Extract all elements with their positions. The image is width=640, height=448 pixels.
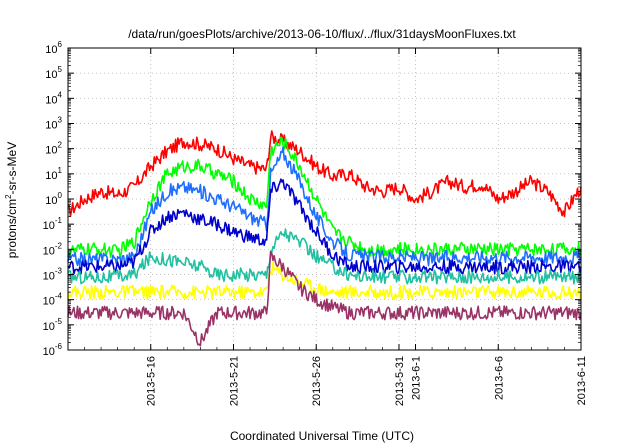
y-tick-label: 104 bbox=[45, 90, 62, 106]
y-tick-label: 10-2 bbox=[43, 241, 63, 257]
y-tick-label: 105 bbox=[45, 65, 62, 81]
x-tick-label: 2013-6-11 bbox=[576, 356, 588, 405]
x-tick-label: 2013-5-26 bbox=[311, 356, 323, 406]
x-tick-label: 2013-5-16 bbox=[146, 356, 158, 406]
series-line-6 bbox=[67, 251, 582, 347]
x-tick-label: 2013-6-6 bbox=[493, 356, 505, 400]
series-line-3 bbox=[67, 178, 582, 275]
series-line-0 bbox=[67, 130, 582, 218]
y-axis-label: protons/cm2-sr-s-MeV bbox=[4, 142, 19, 258]
y-axis-label-post: -sr-s-MeV bbox=[5, 142, 19, 195]
series-line-1 bbox=[67, 136, 582, 258]
y-tick-label: 100 bbox=[45, 191, 62, 207]
x-tick-label: 2013-5-21 bbox=[228, 356, 240, 406]
y-tick-label: 10-4 bbox=[43, 292, 63, 308]
y-tick-label: 10-5 bbox=[43, 317, 63, 333]
y-tick-label: 101 bbox=[45, 166, 62, 182]
x-tick-label: 2013-6-1 bbox=[411, 356, 423, 400]
y-tick-label: 106 bbox=[45, 40, 62, 56]
y-axis-label-pre: protons/cm bbox=[5, 199, 19, 258]
y-axis-label-sup: 2 bbox=[4, 194, 13, 199]
y-tick-label: 10-1 bbox=[43, 216, 63, 232]
series-layer bbox=[67, 130, 582, 347]
series-line-5 bbox=[67, 261, 582, 300]
y-tick-label: 10-6 bbox=[43, 342, 63, 358]
y-tick-label: 10-3 bbox=[43, 267, 63, 283]
y-tick-label: 102 bbox=[45, 141, 62, 157]
x-axis: 2013-5-16 2013-5-21 2013-5-26 2013-5-31 2013… bbox=[67, 48, 588, 406]
x-tick-label: 2013-5-31 bbox=[394, 356, 406, 406]
x-axis-label: Coordinated Universal Time (UTC) bbox=[230, 429, 414, 443]
chart-title: /data/run/goesPlots/archive/2013-06-10/f… bbox=[128, 27, 516, 41]
series-line-2 bbox=[67, 146, 582, 267]
y-tick-label: 103 bbox=[45, 116, 62, 132]
series-line-4 bbox=[67, 228, 582, 285]
